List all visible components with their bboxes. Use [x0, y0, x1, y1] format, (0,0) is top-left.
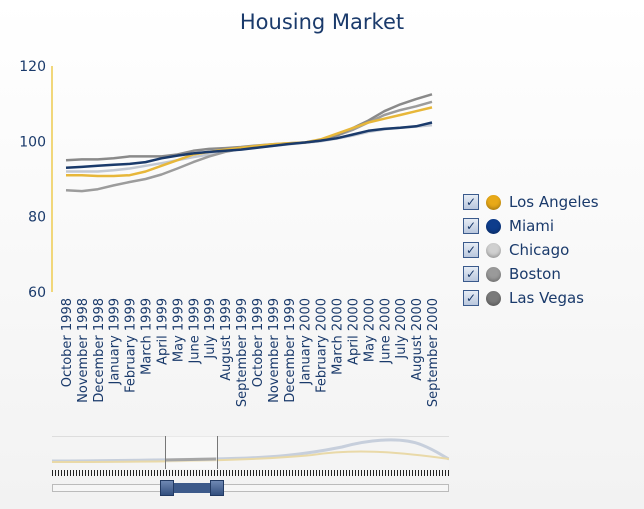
legend-swatch — [486, 218, 501, 234]
legend-swatch — [486, 290, 501, 306]
series-line-miami[interactable] — [65, 121, 433, 169]
x-tick-label: September 1999 — [235, 298, 250, 407]
x-tick-label: February 2000 — [315, 298, 330, 393]
legend-item-los-angeles[interactable]: ✓ Los Angeles — [463, 190, 599, 214]
x-tick-label: November 1999 — [267, 298, 282, 403]
legend-label: Miami — [509, 217, 555, 235]
x-tick-label: July 2000 — [394, 298, 409, 360]
y-tick-label: 100 — [19, 134, 46, 150]
range-end-handle[interactable] — [210, 480, 224, 496]
x-tick-label: August 1999 — [219, 298, 234, 381]
x-tick-label: May 2000 — [362, 298, 377, 362]
series-line-los-angeles[interactable] — [66, 106, 433, 178]
x-tick-label: March 1999 — [140, 298, 155, 375]
range-start-handle[interactable] — [160, 480, 174, 496]
navigator-ticks — [52, 470, 449, 476]
chart-title: Housing Market — [239, 10, 405, 34]
legend-swatch — [486, 242, 501, 258]
x-tick-label: September 2000 — [426, 298, 441, 407]
scrollbar-thumb[interactable] — [166, 483, 217, 493]
x-tick-label: January 2000 — [299, 298, 314, 386]
x-tick-label: July 1999 — [203, 298, 218, 360]
x-tick-label: June 2000 — [378, 298, 393, 365]
navigator-preview — [51, 436, 450, 470]
x-tick-label: December 1998 — [92, 298, 107, 403]
legend-item-miami[interactable]: ✓ Miami — [463, 214, 599, 238]
legend-checkbox[interactable]: ✓ — [463, 194, 479, 210]
legend-checkbox[interactable]: ✓ — [463, 266, 479, 282]
legend: ✓ Los Angeles ✓ Miami ✓ Chicago ✓ Boston… — [463, 190, 599, 310]
legend-label: Los Angeles — [509, 193, 599, 211]
x-tick-label: November 1998 — [76, 298, 91, 403]
legend-label: Las Vegas — [509, 289, 584, 307]
x-tick-label: August 2000 — [410, 298, 425, 381]
legend-checkbox[interactable]: ✓ — [463, 242, 479, 258]
series-lines — [65, 93, 433, 193]
range-scrollbar[interactable] — [52, 480, 449, 496]
legend-swatch — [486, 194, 501, 210]
x-tick-label: April 2000 — [346, 298, 361, 365]
legend-item-las-vegas[interactable]: ✓ Las Vegas — [463, 286, 599, 310]
x-tick-label: October 1999 — [251, 298, 266, 387]
x-tick-label: October 1998 — [60, 298, 75, 387]
series-line-las-vegas[interactable] — [65, 93, 433, 162]
range-navigator[interactable] — [51, 436, 450, 479]
y-tick-label: 60 — [28, 285, 46, 301]
legend-swatch — [486, 266, 501, 282]
legend-checkbox[interactable]: ✓ — [463, 218, 479, 234]
x-axis-labels: October 1998 November 1998 December 1998 Ja… — [60, 298, 441, 407]
legend-checkbox[interactable]: ✓ — [463, 290, 479, 306]
legend-label: Boston — [509, 265, 561, 283]
y-axis: 60 80 100 120 — [19, 59, 53, 301]
x-tick-label: December 1999 — [283, 298, 298, 403]
y-tick-label: 120 — [19, 59, 46, 75]
x-tick-label: January 1999 — [108, 298, 123, 386]
legend-item-boston[interactable]: ✓ Boston — [463, 262, 599, 286]
x-tick-label: April 1999 — [155, 298, 170, 365]
navigator-sparkline — [51, 438, 450, 463]
y-tick-label: 80 — [28, 210, 46, 226]
legend-label: Chicago — [509, 241, 570, 259]
x-tick-label: May 1999 — [171, 298, 186, 362]
legend-item-chicago[interactable]: ✓ Chicago — [463, 238, 599, 262]
x-tick-label: June 1999 — [187, 298, 202, 365]
x-tick-label: March 2000 — [331, 298, 346, 375]
navigator-selection-window[interactable] — [165, 436, 218, 469]
x-tick-label: February 1999 — [124, 298, 139, 393]
